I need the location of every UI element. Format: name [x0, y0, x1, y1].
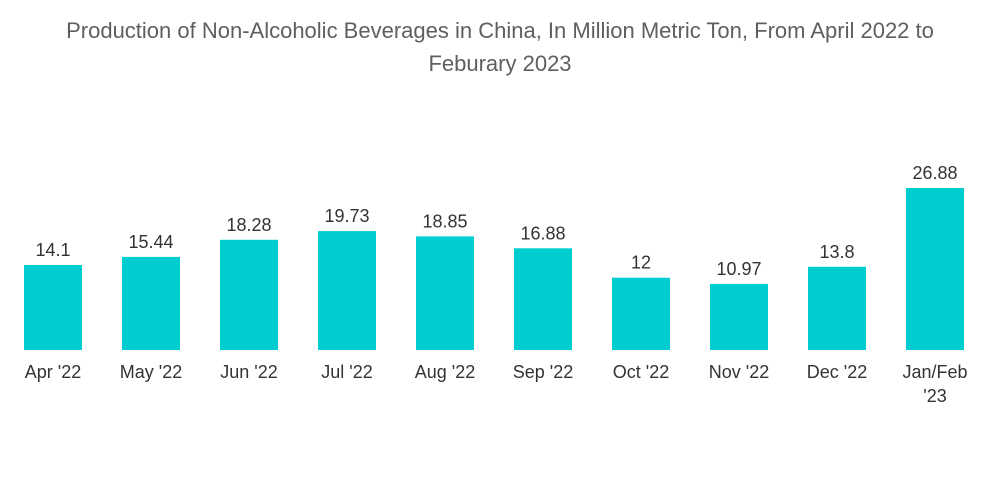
- data-label: 16.88: [520, 223, 565, 243]
- bar: [612, 277, 670, 350]
- x-tick-label: Nov '22: [709, 362, 769, 382]
- x-tick-label: Jan/Feb: [902, 362, 967, 382]
- data-label: 13.8: [819, 242, 854, 262]
- data-label: 14.1: [35, 240, 70, 260]
- chart-title: Production of Non-Alcoholic Beverages in…: [0, 14, 1000, 80]
- x-tick-label: Oct '22: [613, 362, 669, 382]
- x-tick-label: Dec '22: [807, 362, 867, 382]
- x-tick-label: Aug '22: [415, 362, 476, 382]
- data-label: 10.97: [716, 259, 761, 279]
- bar: [24, 265, 82, 350]
- data-label: 19.73: [324, 206, 369, 226]
- x-tick-label: Apr '22: [25, 362, 81, 382]
- bar: [122, 256, 180, 350]
- value-labels-group: 14.1 15.44 18.28 19.73 18.85 16.88 12 10.97 13.8…: [35, 163, 957, 279]
- bar: [318, 231, 376, 350]
- bar: [416, 236, 474, 350]
- x-tick-label: May '22: [120, 362, 182, 382]
- x-tick-label: Jun '22: [220, 362, 277, 382]
- bar: [906, 188, 964, 350]
- x-tick-label: Sep '22: [513, 362, 574, 382]
- bar: [808, 266, 866, 350]
- bar: [514, 248, 572, 350]
- bars-group: [24, 188, 964, 350]
- x-axis-tick-labels: Apr '22 May '22 Jun '22 Jul '22 Aug '22 Sep '…: [25, 362, 968, 406]
- x-tick-label: '23: [923, 386, 946, 406]
- bar: [710, 283, 768, 350]
- data-label: 12: [631, 253, 651, 273]
- data-label: 18.85: [422, 211, 467, 231]
- data-label: 26.88: [912, 163, 957, 183]
- x-tick-label: Jul '22: [321, 362, 372, 382]
- chart-title-line-1: Production of Non-Alcoholic Beverages in…: [66, 18, 934, 43]
- data-label: 18.28: [226, 215, 271, 235]
- data-label: 15.44: [128, 232, 173, 252]
- chart-title-line-2: Feburary 2023: [428, 51, 572, 76]
- bar: [220, 239, 278, 350]
